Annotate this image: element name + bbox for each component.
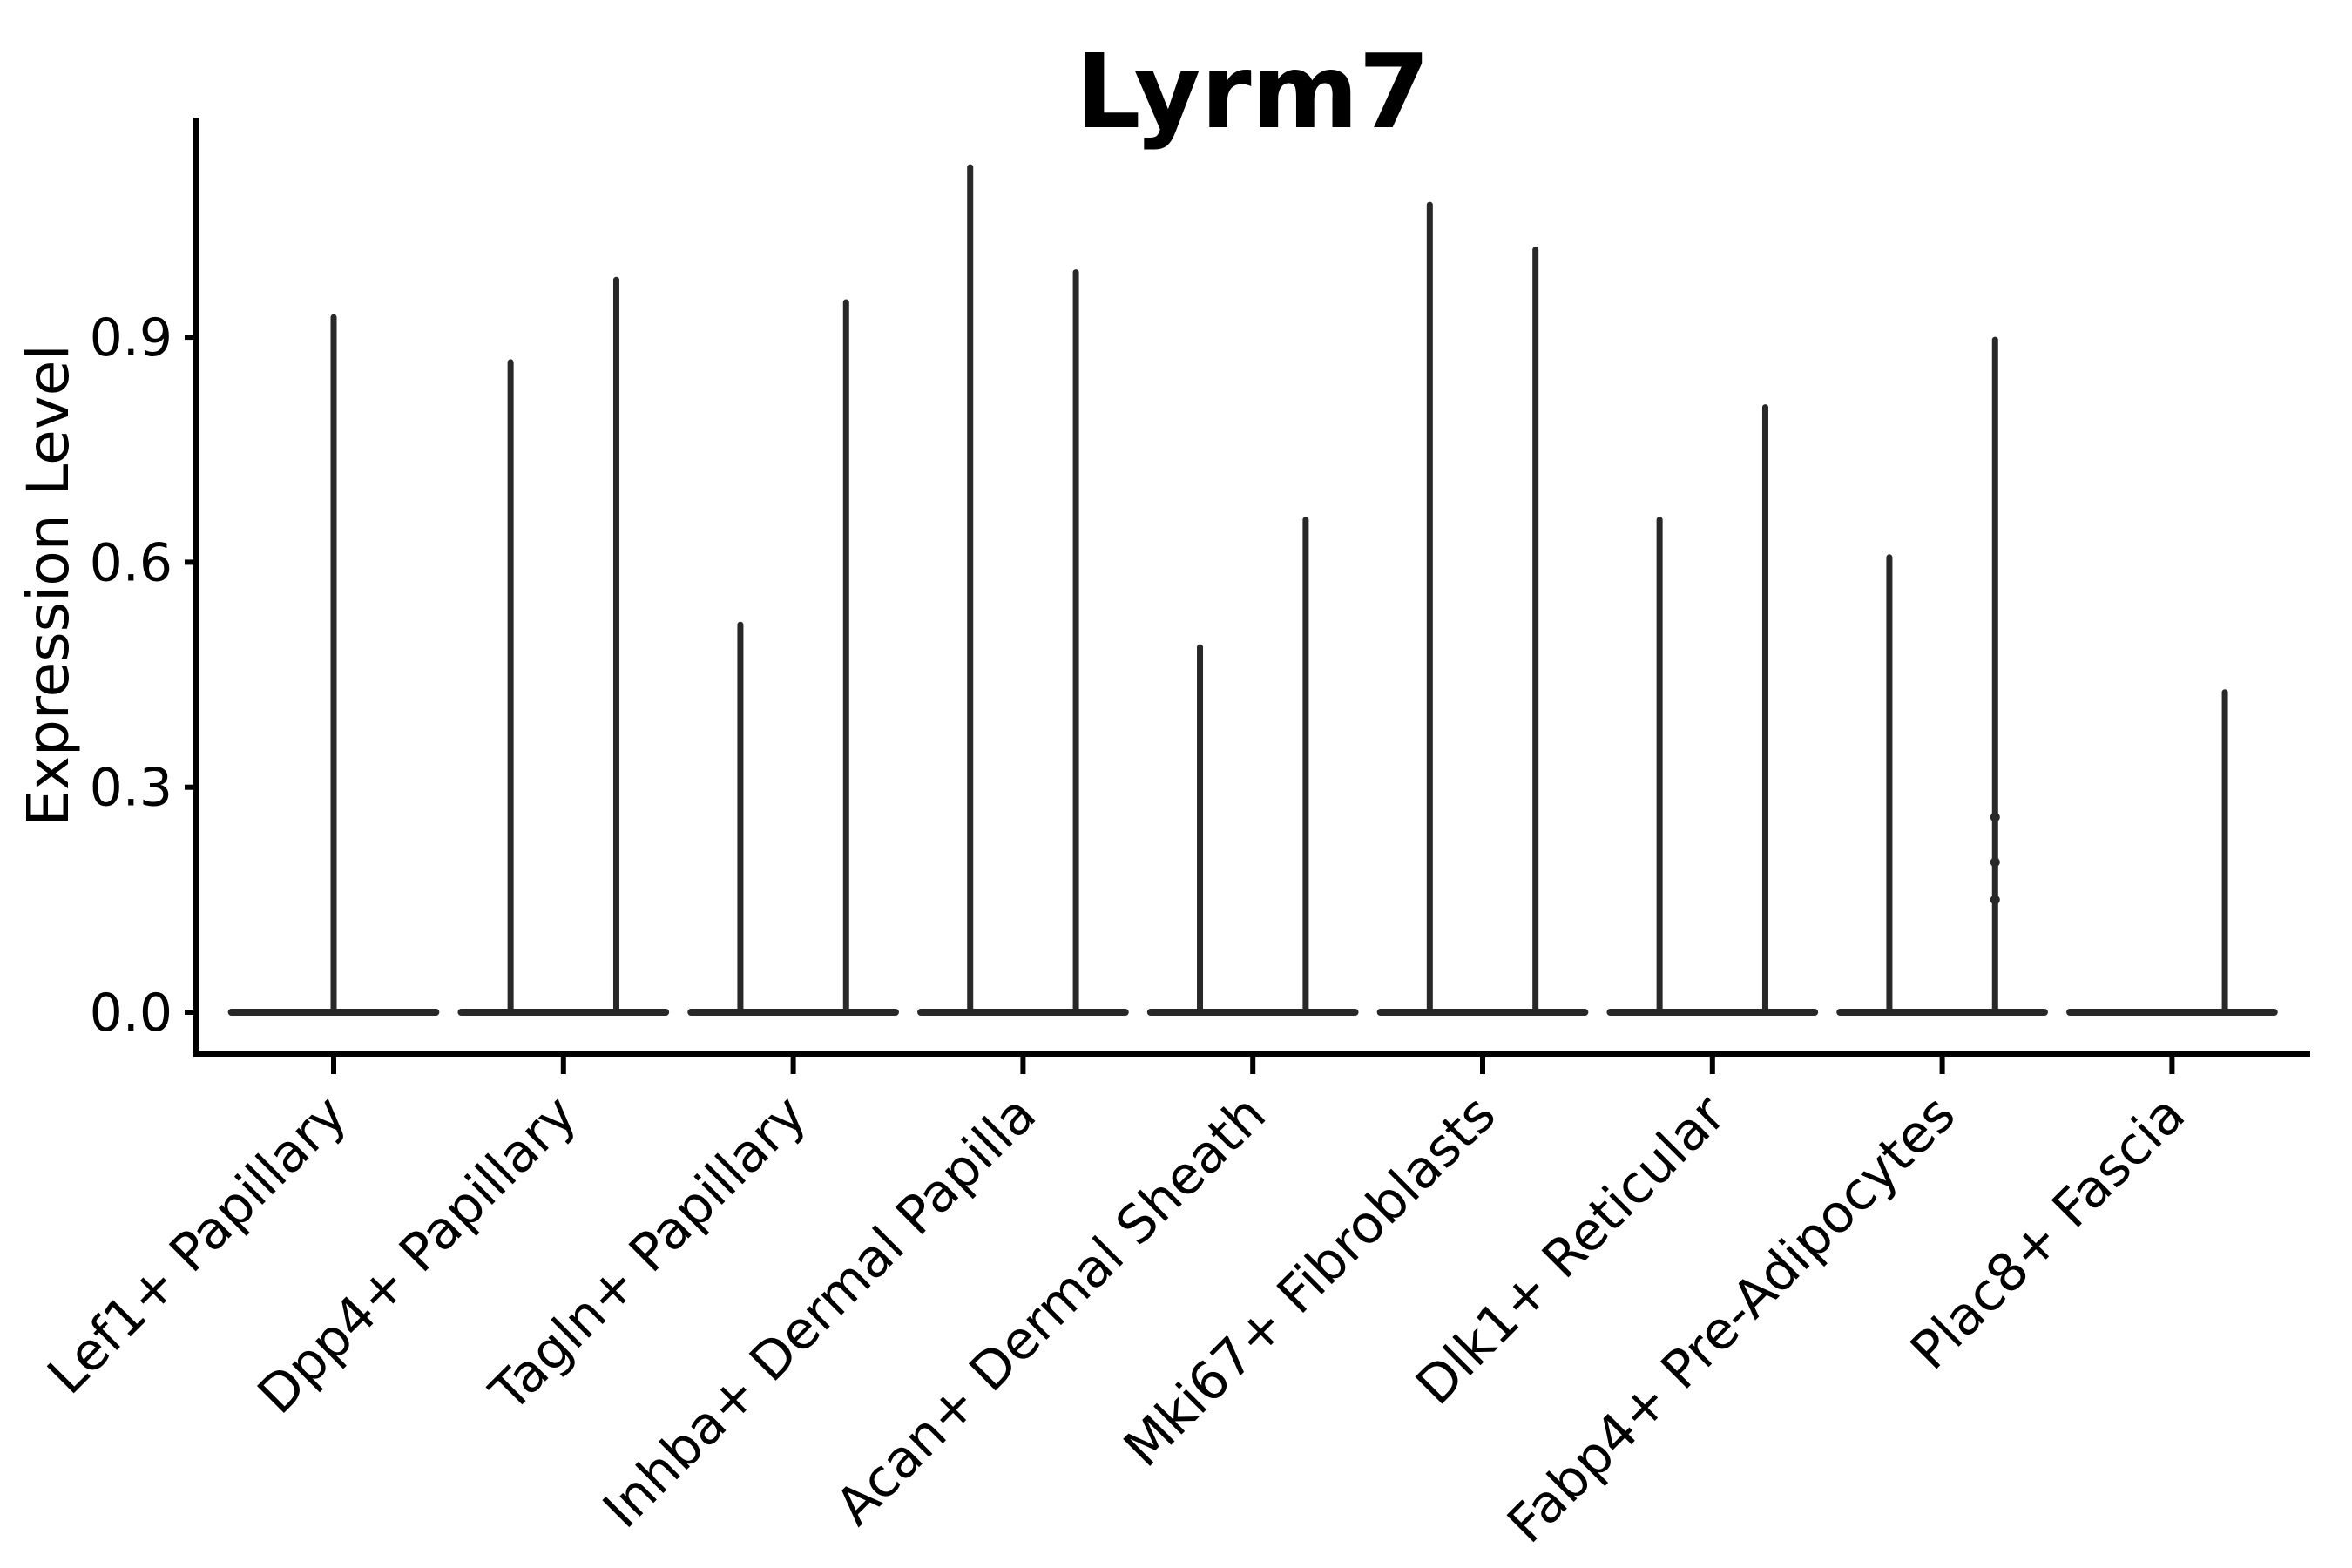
- y-tick-label: 0.6: [90, 532, 172, 593]
- y-tick-label: 0.0: [90, 983, 172, 1044]
- jitter-point: [1990, 812, 2000, 822]
- x-tick-label: Acan+ Dermal Sheath: [824, 1084, 1278, 1538]
- y-tick-label: 0.9: [90, 308, 172, 368]
- x-tick-label: Inhba+ Dermal Papilla: [591, 1084, 1048, 1540]
- y-axis-label: Expression Level: [15, 344, 82, 826]
- chart-title: Lyrm7: [1075, 31, 1429, 152]
- y-tick-label: 0.3: [90, 758, 172, 819]
- violins-layer: [227, 164, 2278, 1016]
- jitter-point: [1990, 857, 2000, 868]
- x-tick-label: Fabp4+ Pre-Adipocytes: [1496, 1084, 1967, 1555]
- x-tick-label: Mki67+ Fibroblasts: [1112, 1084, 1508, 1479]
- jitter-point: [1990, 895, 2000, 905]
